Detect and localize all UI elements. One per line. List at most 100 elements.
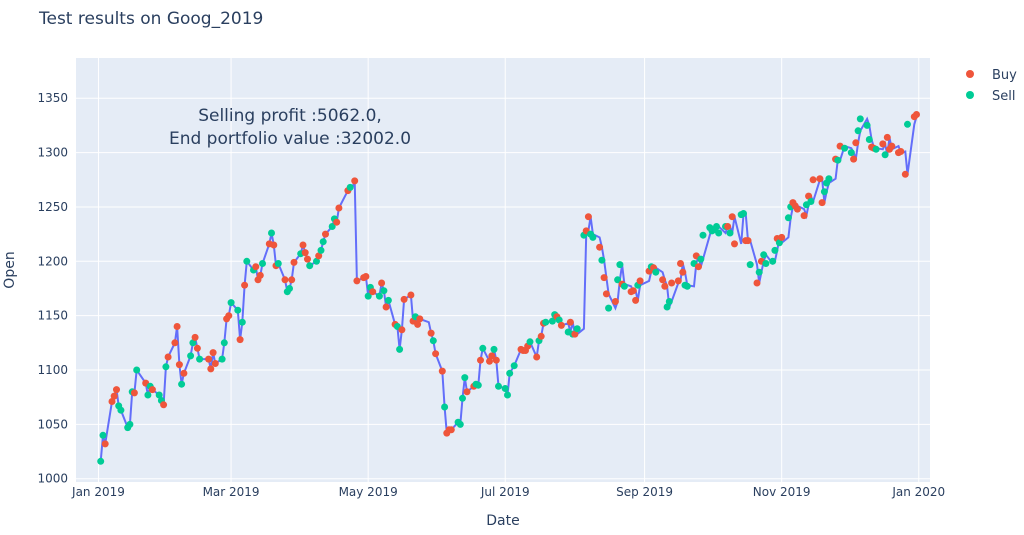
buy-point [432, 350, 440, 358]
buy-point [852, 139, 860, 147]
buy-point [211, 360, 219, 367]
buy-point [335, 204, 343, 212]
buy-point [299, 241, 307, 249]
buy-point [241, 281, 249, 289]
x-tick-labels: Jan 2019 Mar 2019 May 2019 Jul 2019 Sep 2019… [71, 485, 945, 499]
sell-point [784, 214, 792, 222]
buy-point [101, 440, 109, 448]
sell-point [396, 345, 404, 353]
sell-point [317, 246, 325, 254]
sell-point [441, 403, 449, 411]
legend-item-sell[interactable]: Sell [966, 89, 1015, 104]
buy-point [744, 237, 752, 245]
legend-item-buy[interactable]: Buy [966, 68, 1017, 83]
y-tick-label: 1200 [37, 254, 68, 268]
sell-point [375, 292, 383, 300]
plot-area [76, 58, 930, 482]
sell-point [286, 285, 293, 292]
sell-point [713, 223, 720, 230]
sell-point [189, 339, 197, 347]
sell-point [117, 406, 125, 414]
buy-point [369, 288, 377, 296]
sell-point [234, 306, 242, 314]
buy-point [398, 326, 406, 334]
buy-point [191, 333, 199, 341]
sell-point [526, 338, 534, 346]
buy-point [659, 276, 667, 284]
buy-point [225, 312, 233, 320]
sell-point [220, 339, 228, 347]
sell-point [490, 345, 498, 353]
buy-point [793, 205, 801, 213]
sell-point [218, 355, 226, 363]
y-tick-label: 1000 [37, 472, 68, 486]
sell-point [178, 380, 186, 388]
sell-point [573, 325, 581, 333]
sell-point [665, 298, 673, 305]
buy-point [888, 142, 896, 150]
buy-point [171, 339, 179, 347]
annotation-line-1: Selling profit :5062.0, [198, 106, 382, 126]
sell-point [841, 144, 849, 152]
buy-point [674, 277, 682, 285]
buy-point [207, 365, 215, 373]
sell-point [726, 229, 734, 237]
buy-point [304, 255, 311, 263]
x-tick-label: Mar 2019 [203, 485, 260, 499]
buy-point [661, 282, 669, 290]
x-tick-label: Nov 2019 [753, 485, 811, 499]
sell-point [97, 457, 105, 465]
buy-point [193, 344, 201, 352]
buy-point [901, 170, 909, 178]
sell-point [364, 292, 372, 300]
sell-point [346, 183, 354, 191]
buy-point [290, 258, 298, 266]
sell-point [807, 198, 815, 205]
buy-point [110, 392, 118, 400]
x-tick-label: Sep 2019 [616, 485, 673, 499]
sell-point [319, 238, 327, 246]
y-tick-labels: 1000 1050 1100 1150 1200 1250 1300 1350 [37, 91, 68, 486]
buy-point [584, 213, 592, 221]
legend-marker-buy [966, 70, 974, 78]
sell-point [589, 233, 597, 241]
marker-layer [97, 111, 920, 465]
legend: Buy Sell [966, 68, 1017, 104]
annotation-line-2: End portfolio value :32002.0 [169, 129, 411, 149]
buy-point [236, 336, 244, 344]
sell-point [268, 229, 275, 237]
buy-point [382, 303, 390, 311]
buy-point [636, 277, 644, 285]
buy-point [897, 148, 905, 155]
buy-point [353, 277, 361, 285]
y-tick-label: 1100 [37, 363, 68, 377]
buy-point [557, 321, 565, 329]
buy-point [160, 401, 168, 409]
buy-point [566, 318, 574, 326]
buy-point [611, 298, 619, 305]
buy-point [533, 353, 541, 361]
buy-point [447, 426, 455, 434]
sell-point [162, 363, 170, 371]
sell-point [380, 287, 388, 295]
y-tick-label: 1050 [37, 417, 68, 431]
sell-point [746, 261, 754, 269]
sell-point [598, 256, 606, 264]
buy-point [148, 386, 156, 394]
sell-point [501, 385, 509, 392]
buy-point [753, 279, 761, 287]
buy-point [600, 274, 608, 282]
buy-point [883, 133, 891, 141]
sell-point [699, 231, 707, 239]
buy-point [378, 279, 386, 287]
sell-point [740, 210, 747, 217]
buy-point [256, 271, 264, 279]
sell-point [847, 149, 855, 157]
sell-point [506, 369, 514, 377]
grid [76, 58, 930, 482]
buy-point [180, 369, 188, 377]
buy-point [173, 323, 181, 330]
sell-point [863, 121, 871, 129]
buy-point [571, 330, 579, 338]
sell-point [865, 136, 873, 143]
